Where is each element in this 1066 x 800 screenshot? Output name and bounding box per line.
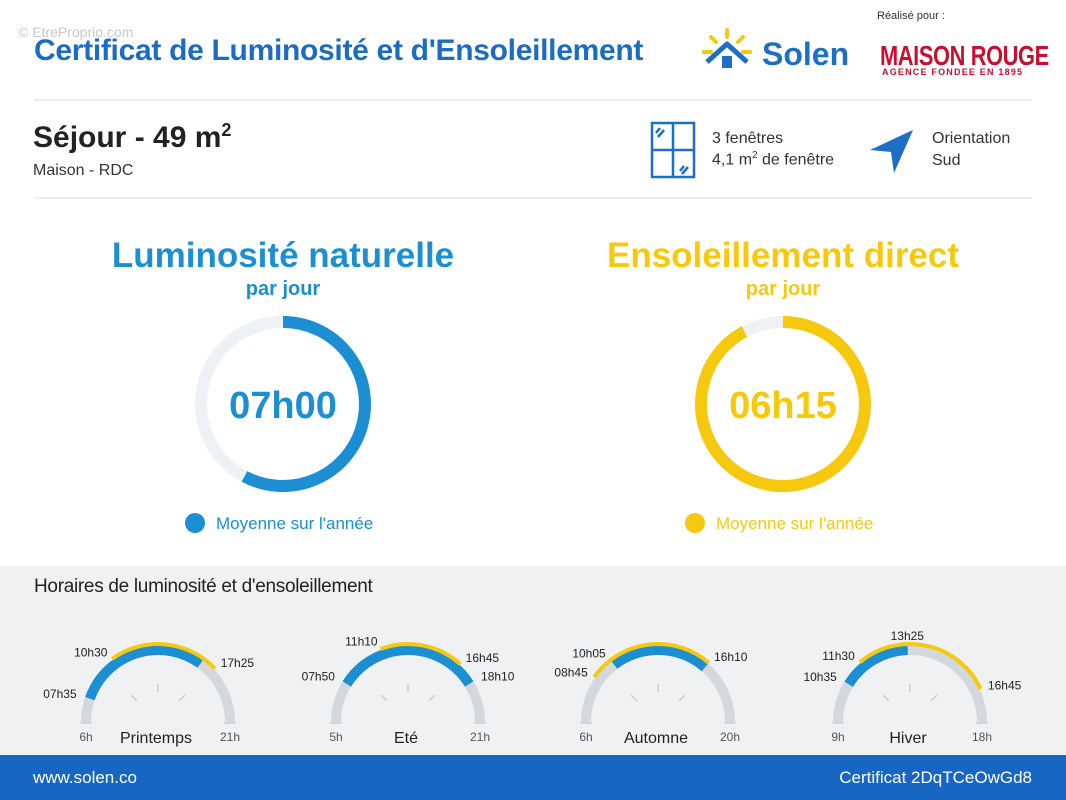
- season-time: 16h10: [714, 650, 748, 664]
- legend-label: Moyenne sur l'année: [716, 514, 873, 533]
- season-time: 10h30: [74, 645, 108, 659]
- season-name: Hiver: [889, 730, 927, 747]
- season-end: 21h: [220, 730, 240, 744]
- season-time: 16h45: [988, 679, 1022, 693]
- gauge-subtitle: par jour: [246, 278, 321, 300]
- season-start: 5h: [329, 730, 342, 744]
- schedule-title: Horaires de luminosité et d'ensoleilleme…: [34, 576, 373, 597]
- season-name: Printemps: [120, 730, 192, 747]
- legend-label: Moyenne sur l'année: [216, 514, 373, 533]
- room-name-text: Séjour - 49 m: [33, 121, 222, 154]
- season-name: Automne: [624, 730, 688, 747]
- season-light-arc: [85, 645, 204, 701]
- season-time: 10h35: [803, 670, 837, 684]
- window-area: 4,1 m2 de fenêtre: [712, 150, 834, 169]
- window-area-suffix: de fenêtre: [757, 151, 835, 169]
- client: MAISON ROUGE: [880, 40, 1049, 71]
- ring-arc: [695, 316, 871, 492]
- orientation-label: Orientation: [932, 130, 1011, 147]
- room-subtitle: Maison - RDC: [33, 162, 134, 179]
- season-time: 13h25: [891, 629, 925, 643]
- season-tick: [930, 694, 938, 702]
- season-start: 6h: [579, 730, 592, 744]
- season-sun-arc: [592, 642, 711, 679]
- season-time: 07h50: [302, 670, 336, 684]
- orientation-icon: [870, 130, 913, 173]
- season-light-arc: [611, 645, 709, 672]
- season-end: 18h: [972, 730, 992, 744]
- website: www.solen.co: [33, 768, 137, 787]
- season-end: 21h: [470, 730, 490, 744]
- season-time: 08h45: [554, 665, 588, 679]
- window-icon: [650, 121, 696, 179]
- season-tick: [630, 694, 638, 702]
- season-end: 20h: [720, 730, 740, 744]
- season-time: 07h35: [43, 687, 77, 701]
- brand: Solen: [762, 36, 850, 72]
- room-name: Séjour - 49 m2: [33, 120, 231, 155]
- season-tick: [678, 694, 686, 702]
- gauge-title: Ensoleillement direct: [607, 236, 959, 275]
- season-time: 11h10: [345, 635, 378, 649]
- client-tagline: AGENCE FONDEE EN 1895: [882, 67, 1024, 77]
- legend-dot: [185, 513, 205, 533]
- season-tick: [882, 694, 890, 702]
- schedule-band: [0, 566, 1066, 756]
- season-tick: [380, 694, 388, 702]
- legend-dot: [685, 513, 705, 533]
- window-area-text: 4,1 m: [712, 151, 753, 169]
- orientation: Sud: [932, 152, 961, 169]
- ring-value: 06h15: [729, 385, 837, 427]
- room-name-sup: 2: [221, 120, 232, 140]
- watermark: © EtreProprio.com: [18, 24, 134, 40]
- season-start: 9h: [831, 730, 844, 744]
- season-tick: [178, 694, 186, 702]
- season-light-arc: [342, 645, 474, 687]
- certificate: Certificat 2DqTCeOwGd8: [839, 768, 1032, 787]
- ring-value: 07h00: [229, 385, 337, 427]
- season-sun-arc: [858, 642, 983, 690]
- window-area-sup: 2: [752, 150, 758, 161]
- page-title: Certificat de Luminosité et d'Ensoleille…: [34, 34, 644, 67]
- ring-arc: [241, 316, 371, 492]
- made-for: Réalisé pour :: [877, 10, 945, 22]
- gauge-subtitle: par jour: [746, 278, 821, 300]
- season-sun-arc: [379, 642, 462, 666]
- season-time: 11h30: [822, 649, 855, 663]
- season-light-arc: [844, 645, 909, 687]
- season-time: 17h25: [221, 656, 255, 670]
- season-time: 16h45: [466, 651, 500, 665]
- season-sun-arc: [110, 642, 217, 670]
- windows: 3 fenêtres: [712, 130, 784, 147]
- season-start: 6h: [79, 730, 92, 744]
- solen-logo-icon: [702, 28, 752, 68]
- season-tick: [130, 694, 138, 702]
- season-time: 18h10: [481, 670, 515, 684]
- season-time: 10h05: [572, 647, 606, 661]
- footer-band: [0, 755, 1066, 800]
- season-tick: [428, 694, 436, 702]
- gauge-title: Luminosité naturelle: [112, 236, 454, 275]
- season-track: [833, 645, 987, 723]
- season-name: Eté: [394, 730, 418, 747]
